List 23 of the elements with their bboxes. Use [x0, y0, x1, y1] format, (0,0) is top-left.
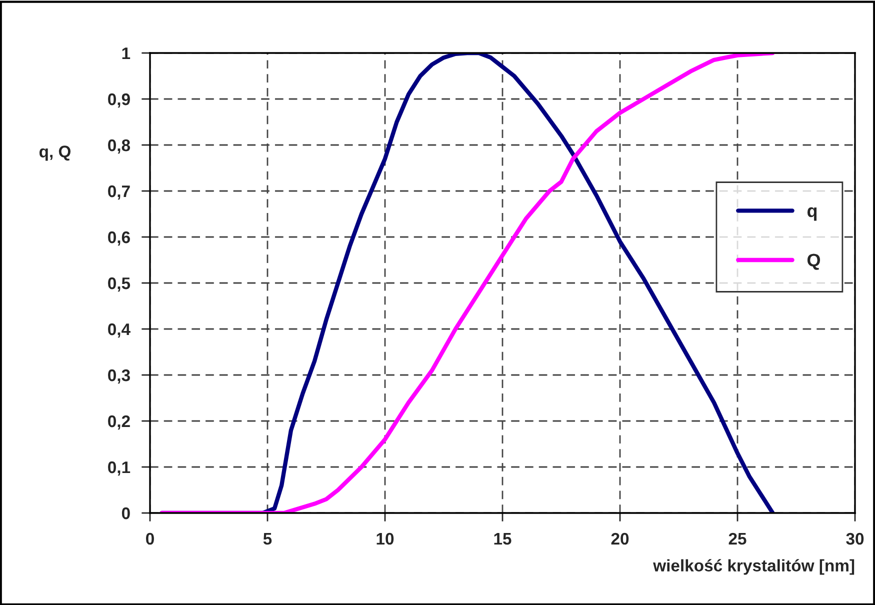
- x-tick-label: 0: [146, 532, 154, 545]
- y-tick-label: 0,7: [108, 185, 130, 200]
- y-tick-label: 0: [122, 507, 130, 520]
- y-tick-label: 0,2: [108, 415, 130, 430]
- legend-label: Q: [807, 254, 820, 270]
- x-tick-label: 25: [728, 532, 746, 545]
- legend-label: q: [807, 207, 817, 221]
- x-tick-label: 30: [846, 532, 864, 545]
- y-tick-label: 0,8: [108, 139, 130, 154]
- y-tick-label: 0,6: [108, 231, 130, 246]
- y-axis-title: q, Q: [39, 146, 71, 161]
- x-tick-label: 15: [494, 533, 512, 545]
- x-tick-label: 10: [376, 532, 394, 545]
- line-series: [160, 53, 775, 513]
- y-tick-label: 0,4: [108, 323, 130, 338]
- y-tick-label: 0,3: [108, 369, 130, 384]
- y-tick-label: 1: [122, 48, 130, 60]
- y-tick-label: 0,9: [108, 93, 130, 108]
- x-tick-label: 5: [263, 533, 272, 545]
- y-tick-label: 0,1: [108, 461, 130, 476]
- x-tick-label: 20: [611, 532, 629, 545]
- y-tick-label: 0,5: [108, 277, 130, 292]
- x-axis-title: wielkość krystalitów [nm]: [653, 559, 854, 575]
